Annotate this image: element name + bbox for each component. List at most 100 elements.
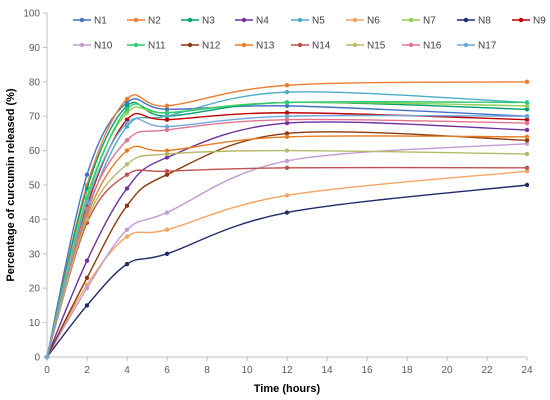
data-point-n3 bbox=[84, 186, 90, 191]
legend-item-n11: N11 bbox=[127, 41, 166, 52]
data-point-n17 bbox=[164, 124, 170, 129]
data-point-n9 bbox=[284, 110, 290, 115]
legend-label: N2 bbox=[148, 16, 161, 27]
data-point-n15 bbox=[124, 162, 130, 167]
data-point-n17 bbox=[44, 354, 50, 360]
legend-item-n12: N12 bbox=[181, 41, 221, 52]
y-tick-label: 80 bbox=[29, 77, 41, 88]
x-tick-label: 22 bbox=[481, 365, 493, 376]
legend-item-n14: N14 bbox=[291, 41, 331, 52]
legend-label: N11 bbox=[148, 41, 166, 52]
data-point-n10 bbox=[124, 227, 130, 232]
series-line-n7 bbox=[46, 101, 528, 358]
legend-label: N1 bbox=[94, 16, 107, 27]
data-point-n10 bbox=[524, 141, 530, 146]
legend-label: N9 bbox=[533, 16, 546, 27]
data-point-n5 bbox=[284, 89, 290, 95]
x-tick-label: 24 bbox=[521, 365, 533, 376]
data-point-n17 bbox=[284, 114, 290, 119]
x-axis-title: Time (hours) bbox=[254, 383, 321, 395]
legend-item-n8: N8 bbox=[457, 16, 491, 27]
legend-label: N13 bbox=[256, 41, 275, 52]
legend-label: N10 bbox=[94, 41, 113, 52]
legend-label: N4 bbox=[256, 16, 269, 27]
x-tick-label: 14 bbox=[321, 365, 333, 376]
data-point-n13 bbox=[164, 148, 170, 153]
legend-item-n5: N5 bbox=[291, 16, 325, 27]
data-point-n9 bbox=[124, 117, 130, 122]
legend-label: N8 bbox=[478, 16, 491, 27]
legend-swatch-marker bbox=[352, 42, 358, 48]
legend-swatch-marker bbox=[463, 17, 469, 23]
x-tick-label: 4 bbox=[124, 365, 130, 376]
x-tick-label: 0 bbox=[44, 365, 50, 376]
legend-label: N14 bbox=[312, 41, 331, 52]
legend-swatch-marker bbox=[297, 17, 303, 23]
data-point-n6 bbox=[124, 234, 130, 239]
data-point-n15 bbox=[524, 151, 530, 157]
legend-label: N17 bbox=[478, 41, 497, 52]
data-point-n8 bbox=[524, 182, 530, 188]
data-point-n2 bbox=[164, 103, 170, 109]
legend-item-n6: N6 bbox=[346, 16, 380, 27]
legend-label: N7 bbox=[423, 16, 436, 27]
data-point-n16 bbox=[164, 127, 170, 133]
data-point-n14 bbox=[524, 165, 530, 170]
legend-swatch-marker bbox=[187, 17, 193, 23]
legend-swatch-marker bbox=[352, 17, 358, 23]
legend-item-n9: N9 bbox=[512, 16, 546, 27]
legend-swatch-marker bbox=[79, 42, 85, 48]
legend-item-n16: N16 bbox=[402, 41, 442, 52]
series-line-n17 bbox=[46, 114, 528, 358]
legend-item-n1: N1 bbox=[73, 16, 107, 27]
legend-item-n4: N4 bbox=[235, 16, 269, 27]
data-point-n7 bbox=[524, 103, 530, 109]
data-point-n11 bbox=[284, 100, 290, 105]
legend-swatch-marker bbox=[241, 42, 247, 48]
data-point-n10 bbox=[84, 286, 90, 291]
data-point-n11 bbox=[524, 100, 530, 105]
data-point-n13 bbox=[124, 148, 130, 153]
x-tick-label: 16 bbox=[361, 365, 373, 376]
series-line-n2 bbox=[46, 81, 528, 358]
y-tick-label: 60 bbox=[29, 146, 41, 157]
legend-item-n10: N10 bbox=[73, 41, 113, 52]
data-point-n16 bbox=[84, 206, 90, 212]
series-n12 bbox=[44, 131, 530, 360]
data-point-n17 bbox=[524, 114, 530, 119]
data-point-n8 bbox=[284, 210, 290, 215]
data-point-n8 bbox=[124, 261, 130, 267]
data-point-n12 bbox=[164, 172, 170, 177]
legend: N1 N2 N3 N4 N5 N6 N7 N8 N9 N10 N11 N12 N13 N14 N15 N16 N… bbox=[73, 16, 546, 52]
y-axis-title: Percentage of curcumin released (%) bbox=[5, 88, 17, 282]
legend-swatch-marker bbox=[297, 42, 303, 48]
data-point-n1 bbox=[284, 103, 290, 109]
legend-label: N6 bbox=[367, 16, 380, 27]
data-point-n15 bbox=[164, 151, 170, 157]
data-point-n12 bbox=[524, 138, 530, 143]
series-n15 bbox=[44, 148, 530, 360]
series-line-n13 bbox=[46, 135, 528, 358]
y-tick-label: 50 bbox=[29, 181, 41, 192]
data-point-n15 bbox=[84, 217, 90, 222]
data-point-n8 bbox=[164, 251, 170, 256]
x-tick-label: 8 bbox=[204, 365, 210, 376]
y-tick-label: 100 bbox=[23, 9, 40, 20]
x-tick-label: 18 bbox=[401, 365, 413, 376]
data-point-n9 bbox=[164, 117, 170, 122]
legend-swatch-marker bbox=[408, 17, 414, 23]
data-point-n4 bbox=[284, 120, 290, 126]
data-point-n13 bbox=[284, 134, 290, 140]
legend-swatch-marker bbox=[133, 17, 139, 23]
data-point-n2 bbox=[524, 79, 530, 85]
y-tick-label: 40 bbox=[29, 215, 41, 226]
y-tick-label: 90 bbox=[29, 43, 41, 54]
series-line-n15 bbox=[46, 149, 528, 358]
legend-item-n15: N15 bbox=[346, 41, 386, 52]
y-tick-label: 70 bbox=[29, 112, 41, 123]
legend-item-n13: N13 bbox=[235, 41, 275, 52]
legend-item-n17: N17 bbox=[457, 41, 497, 52]
